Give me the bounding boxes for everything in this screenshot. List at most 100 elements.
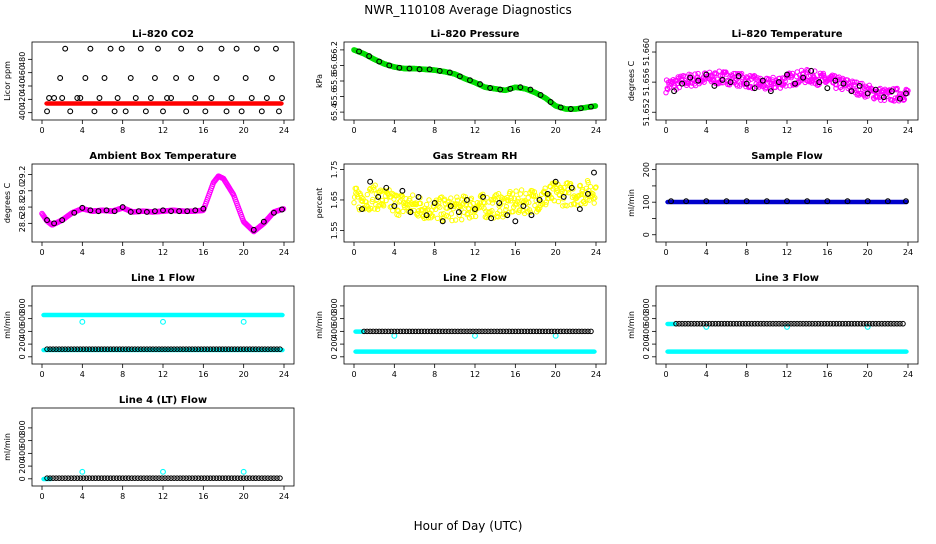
x-tick-label: 4	[80, 248, 85, 257]
x-tick-label: 4	[392, 370, 397, 379]
data-point	[271, 346, 277, 352]
data-point	[456, 73, 463, 80]
data-point	[127, 209, 134, 215]
data-point	[403, 328, 410, 335]
data-point	[743, 198, 750, 205]
data-point	[59, 217, 66, 224]
data-point	[545, 328, 552, 335]
data-point	[198, 475, 205, 481]
data-point	[200, 205, 207, 212]
data-point	[56, 475, 62, 481]
data-point	[274, 346, 280, 352]
data-point	[573, 328, 579, 335]
data-point	[125, 475, 132, 481]
data-point	[448, 211, 455, 217]
data-point	[113, 475, 120, 481]
data-point	[507, 198, 514, 204]
data-point	[240, 475, 247, 481]
data-point	[417, 200, 424, 207]
data-point	[423, 212, 430, 219]
data-point	[552, 180, 558, 186]
data-point	[517, 84, 524, 91]
data-point	[192, 95, 199, 101]
data-point	[382, 328, 389, 335]
series-standards	[671, 67, 909, 102]
data-point	[703, 323, 710, 330]
data-point	[423, 201, 430, 208]
data-point	[138, 475, 144, 481]
data-point	[255, 346, 262, 352]
x-tick-label: 20	[239, 370, 249, 379]
data-point	[388, 328, 395, 335]
data-point	[537, 92, 544, 98]
panel-title: Gas Stream RH	[433, 151, 518, 162]
data-point	[754, 320, 761, 327]
data-point	[577, 105, 584, 112]
data-point	[234, 475, 241, 481]
y-tick-label: 0	[330, 354, 339, 359]
data-point	[520, 203, 527, 209]
data-point	[95, 475, 102, 481]
data-point	[518, 328, 525, 335]
data-point	[107, 475, 114, 481]
data-point	[772, 84, 779, 91]
data-point	[431, 200, 438, 206]
data-point	[192, 475, 199, 481]
data-point	[111, 208, 118, 215]
y-tick-label: 800	[18, 420, 27, 435]
data-point	[472, 213, 479, 220]
data-point	[418, 328, 425, 335]
data-point	[246, 346, 253, 352]
data-point	[162, 346, 168, 352]
data-point	[547, 99, 554, 105]
data-point	[433, 328, 440, 335]
data-point	[833, 320, 840, 327]
data-point	[192, 346, 199, 352]
data-point	[159, 346, 165, 352]
data-point	[77, 475, 84, 481]
data-point	[207, 475, 214, 481]
data-point	[91, 108, 98, 115]
data-point	[518, 187, 525, 193]
x-tick-label: 12	[158, 248, 168, 257]
data-point	[147, 346, 153, 352]
data-point	[875, 320, 882, 327]
data-point	[851, 320, 858, 327]
data-point	[71, 475, 78, 481]
data-point	[231, 475, 238, 481]
data-point	[47, 346, 53, 352]
data-point	[566, 190, 572, 196]
y-tick-label: 28.6	[18, 214, 27, 232]
data-point	[503, 328, 510, 335]
data-point	[186, 475, 193, 481]
series-standards	[361, 328, 594, 335]
data-point	[888, 320, 894, 327]
data-point	[373, 328, 379, 335]
y-tick-label: 600	[330, 311, 339, 326]
data-point	[44, 475, 50, 481]
x-tick-label: 20	[863, 248, 873, 257]
x-tick-label: 12	[470, 248, 480, 257]
data-point	[359, 194, 365, 201]
data-point	[56, 346, 62, 352]
data-point	[156, 475, 162, 481]
data-point	[476, 328, 482, 335]
data-point	[742, 320, 749, 327]
data-point	[497, 86, 504, 93]
data-point	[738, 81, 744, 87]
data-point	[421, 328, 428, 335]
data-point	[897, 320, 903, 327]
data-point	[482, 328, 488, 335]
data-point	[585, 328, 591, 335]
data-point	[884, 198, 891, 205]
data-point	[561, 184, 567, 191]
data-point	[527, 86, 534, 93]
y-tick-label: 600	[18, 433, 27, 448]
data-point	[455, 209, 462, 216]
data-point	[165, 346, 171, 352]
data-point	[426, 197, 432, 203]
data-point	[454, 194, 460, 200]
data-point	[461, 328, 467, 335]
data-point	[415, 328, 422, 335]
